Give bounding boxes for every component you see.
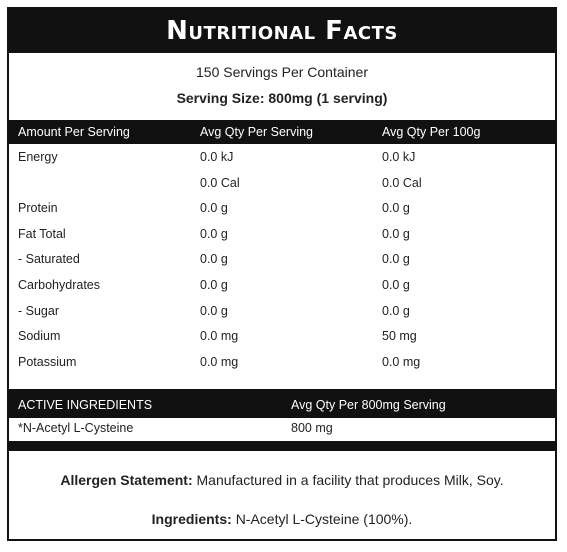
per-100g: 0.0 g bbox=[382, 278, 410, 292]
per-serving: 0.0 g bbox=[200, 303, 228, 318]
active-header: ACTIVE INGREDIENTS Avg Qty Per 800mg Serv… bbox=[9, 389, 555, 418]
header-cell: Amount Per Serving bbox=[18, 125, 130, 139]
per-serving: 0.0 g bbox=[200, 201, 228, 216]
servings: 150 Servings Per Container bbox=[196, 64, 368, 80]
per-100g: 0.0 g bbox=[382, 252, 410, 267]
active-cell: *N-Acetyl L-Cysteine bbox=[18, 421, 134, 435]
nutrient-label: Energy bbox=[18, 150, 58, 164]
nutrient-label: Protein bbox=[18, 201, 58, 216]
per-100g: 0.0 g bbox=[382, 226, 410, 241]
per-serving: 0.0 Cal bbox=[200, 175, 240, 190]
allergen-label: Allergen Statement: bbox=[60, 472, 193, 488]
serving-size: Serving Size: 800mg (1 serving) bbox=[176, 90, 388, 106]
divider bbox=[9, 441, 555, 451]
nutrient-label: - Saturated bbox=[18, 252, 80, 267]
per-serving: 0.0 mg bbox=[200, 354, 239, 369]
allergen-text: Manufactured in a facility that produces… bbox=[196, 472, 504, 488]
table-header: Amount Per Serving Avg Qty Per Serving Avg… bbox=[9, 120, 555, 144]
nutrient-label: Fat Total bbox=[18, 226, 66, 241]
active-cell: 800 mg bbox=[291, 421, 333, 435]
per-serving: 0.0 g bbox=[200, 226, 228, 241]
nutrient-label: Carbohydrates bbox=[18, 278, 100, 292]
nutrient-label: - Sugar bbox=[18, 303, 59, 318]
header-cell: Avg Qty Per Serving bbox=[200, 125, 314, 139]
title: Nutritional Facts bbox=[9, 9, 555, 53]
per-100g: 50 mg bbox=[382, 329, 417, 344]
per-serving: 0.0 g bbox=[200, 252, 228, 267]
per-serving: 0.0 g bbox=[200, 278, 228, 292]
ingredients: Ingredients: N-Acetyl L-Cysteine (100%). bbox=[9, 511, 555, 527]
per-100g: 0.0 kJ bbox=[382, 150, 416, 164]
allergen: Allergen Statement: Manufactured in a fa… bbox=[9, 472, 555, 488]
header-cell: Avg Qty Per 800mg Serving bbox=[291, 398, 446, 412]
per-100g: 0.0 mg bbox=[382, 354, 421, 369]
per-100g: 0.0 g bbox=[382, 201, 410, 216]
ingredients-label: Ingredients: bbox=[151, 511, 232, 527]
per-serving: 0.0 kJ bbox=[200, 150, 234, 164]
header-cell: ACTIVE INGREDIENTS bbox=[18, 398, 153, 412]
nutrition-rows: Energy 0.0 kJ 0.0 Cal 0.0 kJ 0.0 Cal Protein 0… bbox=[9, 144, 555, 384]
header-cell: Avg Qty Per 100g bbox=[382, 125, 481, 139]
nutrition-panel: Nutritional Facts 150 Servings Per Conta… bbox=[7, 7, 557, 541]
active-rows: *N-Acetyl L-Cysteine 800 mg bbox=[9, 415, 555, 441]
nutrient-label: Potassium bbox=[18, 354, 77, 369]
per-serving: 0.0 mg bbox=[200, 329, 239, 344]
ingredients-text: N-Acetyl L-Cysteine (100%). bbox=[235, 511, 413, 527]
per-100g: 0.0 Cal bbox=[382, 175, 422, 190]
nutrient-label: Sodium bbox=[18, 329, 61, 344]
per-100g: 0.0 g bbox=[382, 303, 410, 318]
